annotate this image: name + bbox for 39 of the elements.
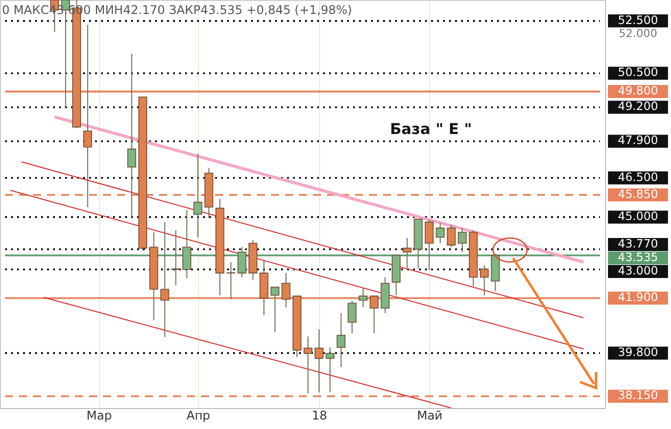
y-tick-label: 47.900 <box>618 133 658 148</box>
candlestick <box>127 53 136 218</box>
candlestick <box>402 238 412 269</box>
x-tick-label: Май <box>416 408 442 422</box>
candlestick <box>226 262 236 300</box>
y-tick-label: 52.000 <box>618 27 658 40</box>
y-tick-label: 41.900 <box>618 290 658 304</box>
y-tick-label: 38.150 <box>618 388 658 402</box>
y-tick-label: 49.800 <box>618 84 658 98</box>
candlestick <box>458 228 467 253</box>
x-tick-label: Апр <box>186 408 210 422</box>
y-tick-label: 45.000 <box>618 209 658 224</box>
y-tick-label: 49.200 <box>618 99 658 114</box>
candlestick <box>336 312 346 368</box>
candlestick <box>446 224 456 248</box>
annotation: База " Е " <box>390 120 472 138</box>
candlestick <box>326 346 334 393</box>
candlestick <box>348 300 356 334</box>
y-tick-label: 52.500 <box>618 12 658 27</box>
y-tick-label: 45.850 <box>618 186 658 201</box>
candlestick <box>182 210 192 279</box>
candlestick <box>424 219 434 271</box>
candlestick <box>314 328 324 393</box>
candlestick <box>358 288 368 308</box>
y-tick-label: 43.770 <box>618 236 658 251</box>
x-tick-label: Мар <box>86 408 112 422</box>
x-tick-label: 18 <box>312 408 328 422</box>
y-tick-label: 50.500 <box>618 65 658 80</box>
y-tick-label: 46.500 <box>618 170 658 184</box>
candlestick <box>238 246 246 278</box>
candlestick <box>436 222 445 244</box>
candlestick <box>304 336 312 394</box>
y-tick-label: 43.535 <box>618 250 658 264</box>
candlestick <box>171 230 180 286</box>
candlestick <box>480 264 489 296</box>
candlestick <box>193 154 202 238</box>
y-tick-label: 43.000 <box>618 264 658 278</box>
y-tick-label: 39.800 <box>618 345 658 360</box>
candlestick <box>270 286 280 333</box>
